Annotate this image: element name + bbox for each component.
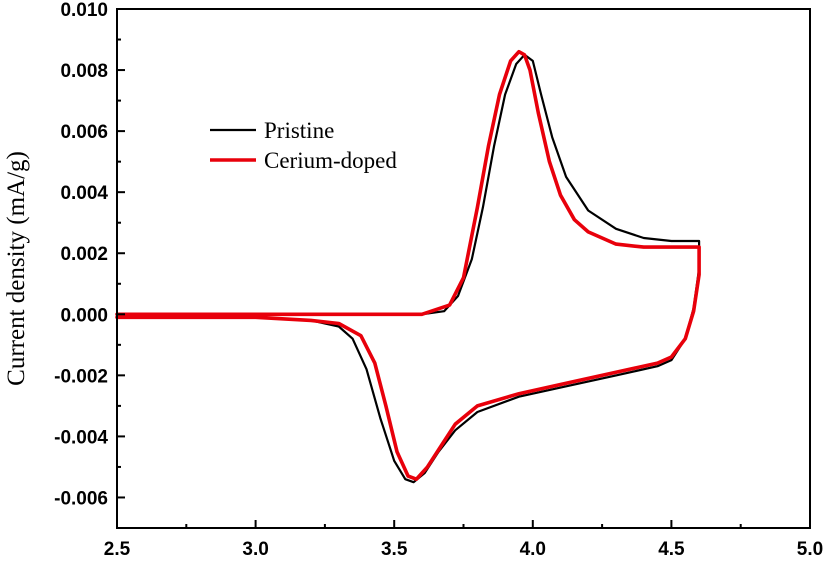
y-tick-label: 0.006 (60, 122, 108, 143)
legend-label: Pristine (264, 118, 334, 143)
series-line-pristine (115, 53, 701, 484)
x-tick-label: 5.0 (797, 539, 823, 560)
legend: Pristine Cerium-doped (210, 118, 397, 173)
x-tick-label: 3.5 (381, 539, 408, 560)
y-tick-label: 0.008 (60, 61, 108, 82)
y-tick-label: 0.010 (60, 0, 108, 21)
legend-label: Cerium-doped (264, 148, 397, 173)
ticks-layer: 2.5 3.0 3.5 4.0 4.5 5.0 0.010 0.008 0.006 0.004 0.… (54, 0, 823, 560)
x-tick-label: 4.0 (520, 539, 546, 560)
y-tick-label: 0.002 (60, 244, 108, 265)
y-axis-label: Current density (mA/g) (3, 151, 30, 386)
y-tick-label: 0.004 (60, 183, 108, 204)
x-tick-label: 3.0 (242, 539, 268, 560)
y-tick-label: -0.002 (54, 366, 108, 387)
x-tick-label: 2.5 (104, 539, 131, 560)
y-tick-label: -0.004 (54, 427, 108, 448)
y-tick-label: 0.000 (60, 305, 108, 326)
series-layer (115, 49, 701, 484)
x-tick-label: 4.5 (658, 539, 685, 560)
series-line-cerium-doped (115, 49, 701, 482)
y-tick-label: -0.006 (54, 488, 108, 509)
